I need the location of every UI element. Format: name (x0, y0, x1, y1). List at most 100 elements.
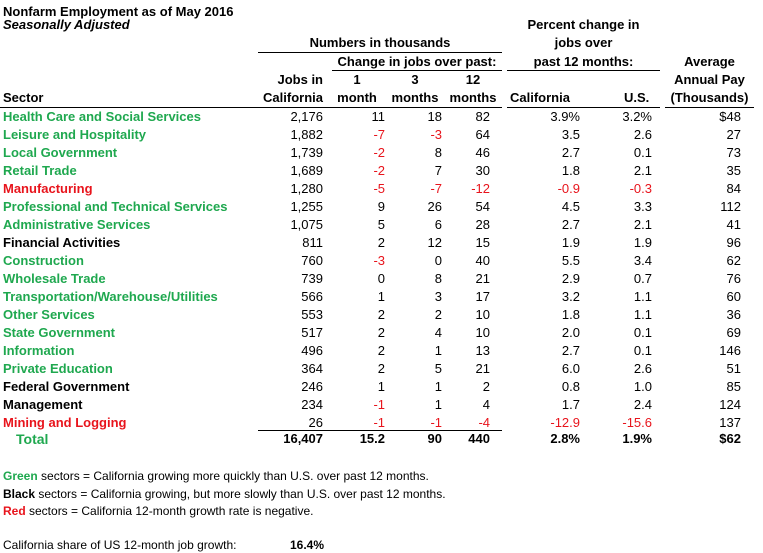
sector-name: Health Care and Social Services (3, 109, 201, 124)
cell-pct-us: -15.6 (622, 415, 652, 430)
cell-pct-us: 2.1 (633, 163, 652, 178)
cell-jobs: 553 (301, 307, 323, 322)
table-row: Administrative Services 1,075 5 6 28 2.7 2.1 41 (0, 216, 763, 234)
header-rule-left (0, 107, 502, 108)
total-row: Total 16,407 15.2 90 440 2.8% 1.9% $62 (0, 430, 763, 448)
cell-m3: 4 (434, 325, 442, 340)
cell-m12: 30 (475, 163, 490, 178)
cell-jobs: 739 (301, 271, 323, 286)
cell-jobs: 760 (301, 253, 323, 268)
cell-m3: 8 (434, 271, 442, 286)
cell-m12: 10 (475, 307, 490, 322)
table-row: Transportation/Warehouse/Utilities 566 1 3 1… (0, 288, 763, 306)
pct-group-header-1: Percent change in (527, 17, 640, 32)
table-row: Local Government 1,739 -2 8 46 2.7 0.1 73 (0, 144, 763, 162)
cell-pay: 112 (720, 199, 741, 214)
cell-m12: 82 (475, 109, 490, 124)
table-row: Wholesale Trade 739 0 8 21 2.9 0.7 76 (0, 270, 763, 288)
cell-m12: 54 (475, 199, 490, 214)
cell-pct-ca: 1.9 (561, 235, 580, 250)
legend-black: Black sectors = California growing, but … (3, 486, 446, 502)
sector-name: Administrative Services (3, 217, 151, 232)
cell-pay: 60 (726, 289, 741, 304)
header-rule-pay (665, 107, 754, 108)
cell-pct-ca: -12.9 (550, 415, 580, 430)
cell-m1: -2 (373, 163, 385, 178)
pay-header-3: (Thousands) (670, 90, 749, 105)
sector-name: Professional and Technical Services (3, 199, 228, 214)
cell-pay: 146 (719, 343, 741, 358)
legend-black-word: Black (3, 487, 36, 501)
cell-m1: 2 (377, 343, 385, 358)
sector-name: Federal Government (3, 379, 130, 394)
cell-pct-ca: 2.7 (561, 217, 580, 232)
cell-jobs: 566 (301, 289, 323, 304)
cell-pct-ca: 0.8 (561, 379, 580, 394)
cell-m12: 15 (475, 235, 490, 250)
cell-pay: 76 (726, 271, 741, 286)
legend-green-word: Green (3, 469, 38, 483)
cell-jobs: 1,255 (290, 199, 323, 214)
cell-m3: 8 (434, 145, 442, 160)
cell-pct-us: 1.9% (622, 431, 652, 446)
cell-pct-us: 3.2% (622, 109, 652, 124)
cell-jobs: 364 (301, 361, 323, 376)
cell-m12: 46 (475, 145, 490, 160)
pct-group-header-2: jobs over (554, 35, 613, 50)
sector-name: Wholesale Trade (3, 271, 106, 286)
jobs-header-2: California (263, 90, 323, 105)
header-rule-pct (507, 107, 660, 108)
cell-m3: 6 (434, 217, 442, 232)
cell-m1: 11 (371, 109, 386, 124)
table-row: Health Care and Social Services 2,176 11 18… (0, 108, 763, 126)
cell-jobs: 811 (302, 235, 323, 250)
cell-pay: 62 (726, 253, 741, 268)
numbers-group-header: Numbers in thousands (309, 35, 451, 50)
cell-m1: 2 (377, 361, 385, 376)
pct-us-header: U.S. (624, 90, 650, 105)
m3-header-1: 3 (411, 72, 419, 87)
cell-pct-us: 1.1 (633, 289, 652, 304)
cell-m3: -3 (430, 127, 442, 142)
cell-m12: 10 (475, 325, 490, 340)
pct-group-underline (507, 70, 660, 71)
sector-name: Local Government (3, 145, 118, 160)
sector-name: Total (16, 431, 49, 447)
table-row: Other Services 553 2 2 10 1.8 1.1 36 (0, 306, 763, 324)
sector-name: Manufacturing (3, 181, 93, 196)
cell-pay: 124 (719, 397, 741, 412)
legend-red-word: Red (3, 504, 26, 518)
cell-m1: 15.2 (359, 431, 385, 446)
cell-pct-ca: 5.5 (561, 253, 580, 268)
table-row: Management 234 -1 1 4 1.7 2.4 124 (0, 396, 763, 414)
m1-header-2: month (337, 90, 377, 105)
cell-m3: 7 (434, 163, 442, 178)
cell-m12: -4 (478, 415, 490, 430)
cell-jobs: 496 (301, 343, 323, 358)
cell-pct-ca: 6.0 (561, 361, 580, 376)
cell-m1: -2 (373, 145, 385, 160)
cell-pct-us: 1.0 (633, 379, 652, 394)
cell-m12: 21 (475, 361, 490, 376)
cell-pay: 35 (726, 163, 741, 178)
cell-pct-ca: 2.7 (561, 343, 580, 358)
table-row: Financial Activities 811 2 12 15 1.9 1.9 96 (0, 234, 763, 252)
table-row: Construction 760 -3 0 40 5.5 3.4 62 (0, 252, 763, 270)
cell-pay: 41 (726, 217, 741, 232)
table-row: Information 496 2 1 13 2.7 0.1 146 (0, 342, 763, 360)
cell-jobs: 1,689 (290, 163, 323, 178)
cell-pct-us: 2.6 (633, 127, 652, 142)
cell-pay: 27 (726, 127, 741, 142)
sector-name: Financial Activities (3, 235, 121, 250)
cell-m3: 0 (434, 253, 442, 268)
cell-m3: -1 (430, 415, 442, 430)
cell-pay: $48 (719, 109, 741, 124)
cell-pct-ca: 1.8 (561, 163, 580, 178)
cell-pct-us: 0.1 (633, 145, 652, 160)
m12-header-2: months (449, 90, 497, 105)
table-row: Manufacturing 1,280 -5 -7 -12 -0.9 -0.3 84 (0, 180, 763, 198)
cell-m3: 1 (434, 379, 442, 394)
legend-green: Green sectors = California growing more … (3, 468, 429, 484)
cell-jobs: 1,739 (290, 145, 323, 160)
